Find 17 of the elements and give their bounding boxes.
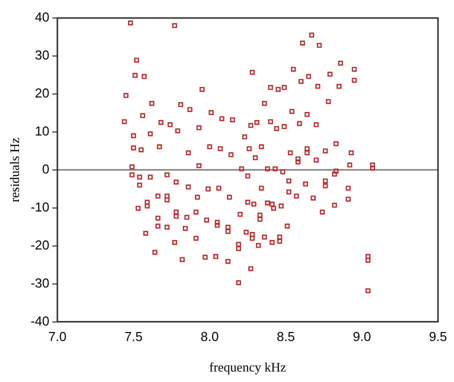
x-tick-label: 9.5: [428, 329, 448, 344]
y-tick-label: 30: [34, 48, 50, 63]
y-tick-label: -20: [30, 237, 50, 252]
y-tick-label: 10: [34, 124, 50, 139]
y-tick-label: -10: [30, 199, 50, 214]
x-tick-label: 9.0: [352, 329, 371, 344]
y-tick-label: 0: [42, 161, 50, 176]
y-tick-label: -40: [30, 313, 50, 328]
x-tick-label: 8.0: [200, 329, 219, 344]
y-tick-label: 20: [34, 86, 50, 101]
x-tick-label: 8.5: [276, 329, 295, 344]
y-axis-title: residuals Hz: [7, 137, 22, 202]
y-tick-label: 40: [34, 10, 50, 25]
x-axis-title: frequency kHz: [209, 360, 286, 375]
x-tick-label: 7.0: [48, 329, 66, 344]
y-tick-label: -30: [30, 275, 50, 290]
x-tick-label: 7.5: [124, 329, 143, 344]
